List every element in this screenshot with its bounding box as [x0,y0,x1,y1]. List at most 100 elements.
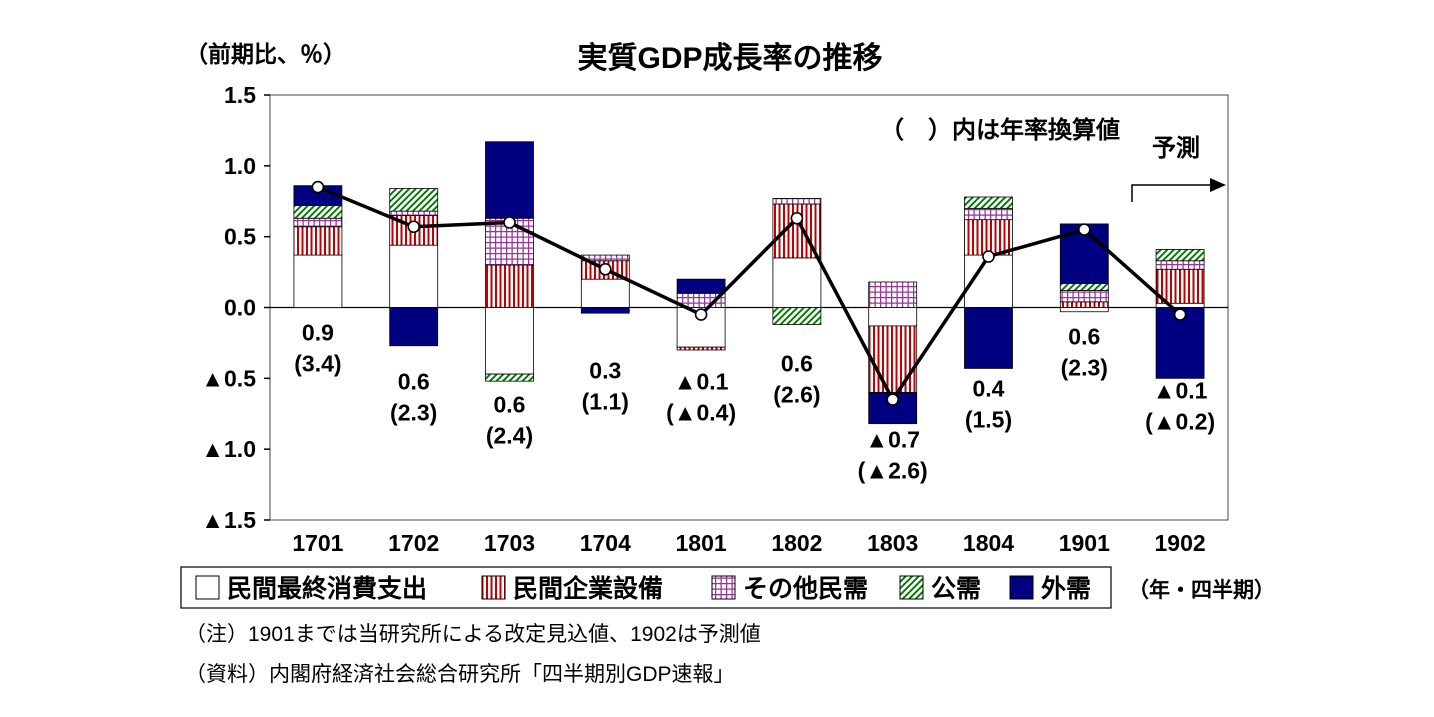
legend-swatch-red-vertical-stripes-icon [481,575,506,600]
x-tick-label: 1902 [1155,530,1206,556]
y-tick-label: 0.5 [224,224,256,250]
data-label-annualized: (▲2.6) [858,458,928,484]
line-marker [982,250,995,263]
bar-segment-navy-solid [868,392,918,425]
line-marker [503,216,516,229]
line-marker [886,393,900,406]
gdp-line [317,185,1182,402]
bar-segment-navy-solid [964,307,1013,369]
data-label-annualized: (2.6) [773,382,820,408]
forecast-label: 予測 [1152,134,1200,162]
bar-segment-red-vertical-stripes [1155,268,1205,304]
data-label-annualized: (▲0.4) [666,400,736,426]
line-marker [407,220,421,234]
note-1: （注）1901までは当研究所による改定見込値、1902は予測値 [185,623,761,646]
bar-segment-red-vertical-stripes [964,219,1013,256]
data-label-annualized: (1.5) [965,407,1012,433]
bar-segment-navy-solid [485,141,534,219]
legend-swatch-purple-grid-icon [711,575,736,600]
bar-segment-red-vertical-stripes [676,346,726,351]
bar-segment-white [772,257,822,308]
bar-segment-green-diagonal-stripes [389,188,439,212]
legend-swatch-navy-solid-icon [1009,575,1034,600]
bar-segment-navy-solid [676,278,726,294]
bar-segment-red-vertical-stripes [868,325,918,393]
data-label-qoq: 0.3 [589,358,621,384]
bar-segment-green-diagonal-stripes [964,196,1013,209]
bar-segment-red-vertical-stripes [1059,301,1109,308]
annualized-note: （ ）内は年率換算値 [880,116,1120,144]
chart-title: 実質GDP成長率の推移 [577,42,882,75]
bar-segment-white [1155,302,1205,308]
data-label-qoq: 0.9 [302,320,334,346]
y-tick-label: 1.0 [224,153,256,179]
x-tick-label: 1701 [292,530,343,556]
y-tick-label: 1.5 [224,82,256,108]
legend-label: 公需 [931,575,981,603]
y-tick-label: ▲1.5 [201,507,256,533]
bar-segment-purple-grid [1059,290,1109,303]
bar-segment-white [580,278,630,308]
legend-label: 民間最終消費支出 [227,574,427,603]
y-axis-unit-label: （前期比、％） [185,41,346,67]
data-label-qoq: 0.6 [398,369,430,395]
data-label-qoq: 0.6 [781,351,813,377]
x-tick-label: 1901 [1059,530,1110,556]
bar-segment-white [293,254,343,308]
bar-segment-purple-grid [1155,260,1205,270]
data-label-annualized: (▲0.2) [1145,409,1215,435]
bar-segment-green-diagonal-stripes [1155,249,1205,262]
legend-label: 外需 [1041,574,1091,603]
data-label-annualized: (2.4) [486,423,533,449]
x-tick-label: 1703 [484,530,535,556]
data-label-qoq: 0.6 [494,392,526,418]
line-marker [694,308,708,321]
bar-segment-navy-solid [580,307,630,314]
x-tick-label: 1702 [388,530,439,556]
data-label-annualized: (3.4) [294,351,341,377]
data-label-qoq: ▲0.1 [1153,378,1208,404]
bar-segment-white [1059,307,1109,313]
bar-segment-purple-grid [389,210,439,216]
y-tick-label: 0.0 [224,295,256,321]
data-label-annualized: (1.1) [582,389,629,415]
x-tick-label: 1801 [676,530,727,556]
bar-segment-purple-grid [868,281,918,308]
bar-segment-white [485,307,534,375]
legend: 民間最終消費支出 民間企業設備 その他民需 公需 外需 [180,566,1112,609]
legend-box [180,566,1112,609]
data-label-qoq: 0.6 [1068,324,1100,350]
bar-segment-green-diagonal-stripes [293,205,343,219]
line-marker [311,180,325,194]
bar-segment-white [868,307,918,327]
bar-segment-purple-grid [964,207,1013,221]
note-2: （資料）内閣府経済社会総合研究所「四半期別GDP速報」 [185,663,735,686]
bar-segment-white [389,244,439,308]
legend-swatch-green-diagonal-stripes-icon [899,575,924,600]
data-label-annualized: (2.3) [390,400,437,426]
x-tick-label: 1803 [867,530,918,556]
bar-segment-green-diagonal-stripes [772,307,822,325]
x-tick-label: 1802 [771,530,822,556]
x-axis-unit-label: （年・四半期） [1128,578,1275,602]
data-label-qoq: ▲0.7 [865,427,920,453]
bar-segment-purple-grid [293,217,343,228]
x-tick-label: 1704 [580,530,631,556]
plot-area: 1.5 1.0 0.5 0.0 ▲0.5 ▲1.0 ▲1.5 1701 1702 1703 1704… [201,82,1229,556]
x-tick-label: 1804 [963,530,1014,556]
line-marker [1173,308,1187,321]
bar-segment-green-diagonal-stripes [1059,283,1109,291]
forecast-arrow-icon [1131,178,1226,202]
bar-segment-purple-grid [772,198,822,205]
line-marker [790,211,804,225]
line-marker [598,262,612,276]
data-label-qoq: ▲0.1 [674,369,729,395]
bar-segment-green-diagonal-stripes [485,373,534,382]
bar-segment-red-vertical-stripes [485,264,534,308]
y-tick-label: ▲1.0 [201,436,256,462]
legend-label: 民間企業設備 [513,574,663,603]
legend-label: その他民需 [743,575,868,603]
bar-segment-navy-solid [389,307,439,347]
